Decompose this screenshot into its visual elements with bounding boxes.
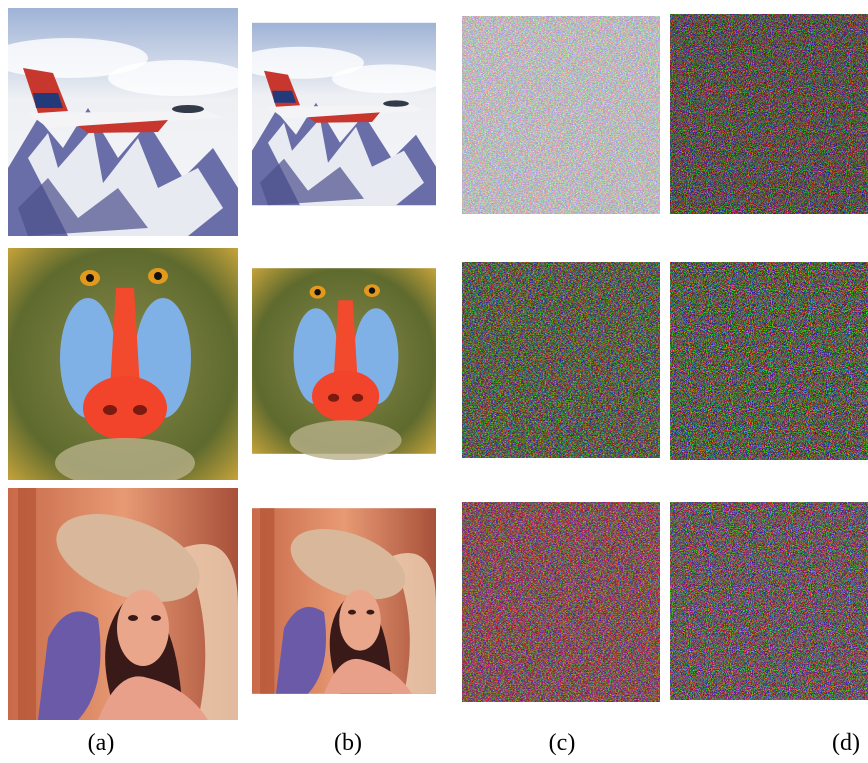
image-decrypted — [236, 23, 444, 205]
image-encrypted — [670, 262, 868, 460]
caption: (d) — [832, 730, 860, 756]
page: (a) (b) (c) (d) (() => { const data = JS… — [0, 0, 868, 758]
tint — [462, 262, 660, 458]
image-plain — [8, 488, 238, 720]
image-scrambled — [462, 16, 660, 214]
image-decrypted — [252, 508, 436, 694]
tint — [462, 16, 660, 214]
tint — [670, 262, 868, 460]
image-encrypted — [670, 14, 868, 214]
image-decrypted — [252, 268, 436, 460]
caption: (c) — [549, 730, 576, 756]
image-scrambled — [462, 502, 660, 702]
caption: (b) — [334, 730, 362, 756]
image-scrambled — [462, 262, 660, 458]
tint — [670, 502, 868, 700]
caption: (a) — [88, 730, 115, 756]
tint — [462, 502, 660, 702]
tint — [670, 14, 868, 214]
figure: (a) (b) (c) (d) — [0, 0, 868, 758]
image-encrypted — [670, 502, 868, 700]
image-plain — [8, 248, 238, 488]
image-plain — [0, 8, 248, 236]
